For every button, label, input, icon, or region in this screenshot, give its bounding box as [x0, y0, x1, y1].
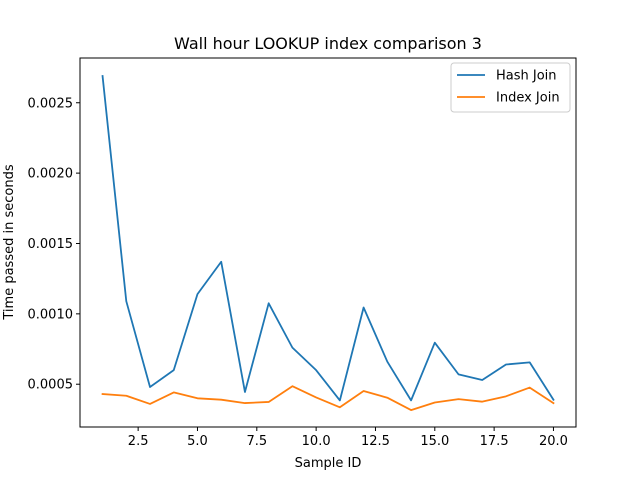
x-tick-label: 20.0 — [539, 434, 568, 449]
x-tick-label: 17.5 — [480, 434, 509, 449]
plot-frame — [79, 57, 577, 428]
x-tick-label: 5.0 — [187, 434, 208, 449]
series-line-hash-join — [101, 75, 555, 402]
y-tick-label: 0.0020 — [28, 167, 74, 182]
legend: Hash Join Index Join — [450, 62, 571, 113]
legend-label-hash-join: Hash Join — [496, 69, 557, 84]
legend-label-index-join: Index Join — [496, 91, 560, 106]
x-tick-label: 10.0 — [302, 434, 331, 449]
y-tick-label: 0.0010 — [28, 307, 74, 322]
y-axis: 0.0005 0.0010 0.0015 0.0020 0.0025 — [28, 96, 80, 393]
x-tick-label: 12.5 — [361, 434, 390, 449]
chart-title: Wall hour LOOKUP index comparison 3 — [174, 34, 482, 53]
y-tick-label: 0.0015 — [28, 237, 74, 252]
x-axis: 2.5 5.0 7.5 10.0 12.5 15.0 17.5 20.0 — [128, 427, 568, 449]
series-layer — [101, 75, 555, 412]
x-tick-label: 7.5 — [246, 434, 267, 449]
series-line-index-join — [101, 385, 555, 412]
plot-background — [80, 58, 576, 427]
x-tick-label: 15.0 — [420, 434, 449, 449]
x-axis-label: Sample ID — [295, 456, 362, 471]
y-tick-label: 0.0025 — [28, 96, 74, 111]
y-tick-label: 0.0005 — [28, 378, 74, 393]
y-axis-label: Time passed in seconds — [2, 164, 17, 320]
plot-area — [79, 57, 577, 428]
x-tick-label: 2.5 — [128, 434, 149, 449]
